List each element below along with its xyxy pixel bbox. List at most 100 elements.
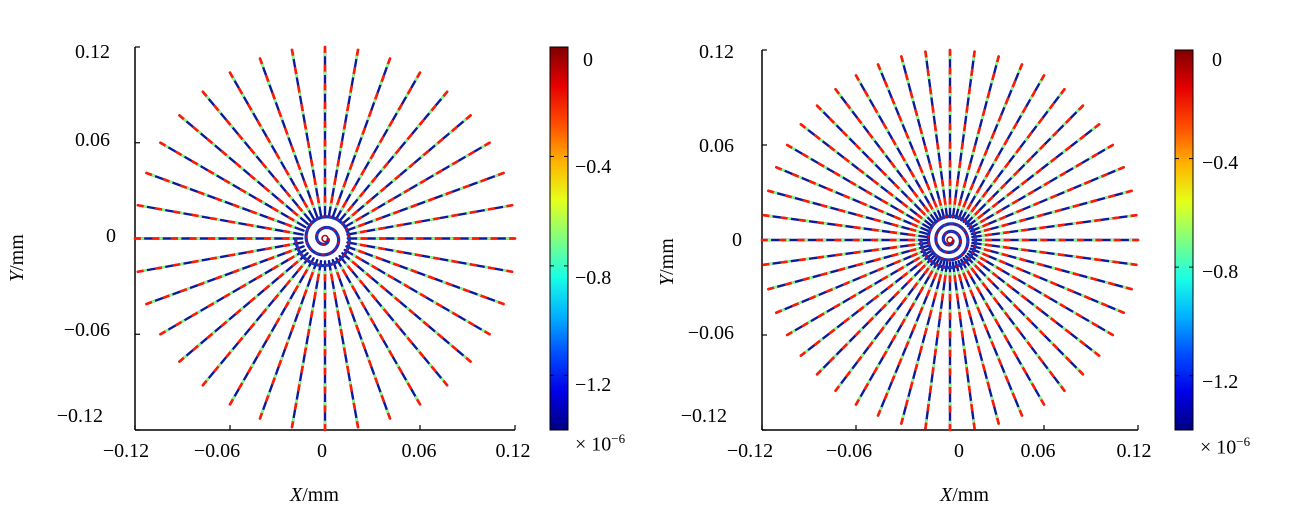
spoke-band <box>225 154 230 159</box>
spoke-band <box>860 353 865 358</box>
spoke-band <box>339 140 344 150</box>
spoke-band <box>389 261 394 265</box>
spoke-band <box>1122 191 1127 195</box>
spoke-band <box>391 262 401 267</box>
spoke-band <box>238 267 243 272</box>
spoke-band <box>891 138 897 147</box>
spoke-band <box>436 138 444 145</box>
spoke-band <box>1035 353 1040 358</box>
spoke-band <box>335 198 341 207</box>
spoke-band <box>838 382 843 387</box>
spoke-band <box>448 163 453 168</box>
spoke-band <box>271 92 277 101</box>
spoke-band <box>910 252 919 258</box>
spoke-band <box>891 252 900 257</box>
spoke-band <box>462 354 467 359</box>
spoke-band <box>849 196 854 201</box>
spoke-band <box>374 227 379 231</box>
spoke-band <box>1129 262 1138 267</box>
spoke-band <box>397 103 403 112</box>
spoke-band <box>919 186 925 195</box>
spoke-band <box>967 87 972 96</box>
spoke-band <box>999 183 1007 190</box>
spoke-band <box>901 271 909 278</box>
spoke-band <box>340 206 344 212</box>
spoke-band <box>1021 106 1027 115</box>
spoke-band <box>380 394 385 403</box>
spoke-band <box>232 268 241 274</box>
spoke-band <box>863 382 870 390</box>
spoke-band <box>275 152 281 161</box>
spoke-band <box>892 281 897 286</box>
spoke-band <box>907 337 911 342</box>
spoke-band <box>496 300 505 306</box>
spoke-line <box>335 257 422 406</box>
spoke-band <box>971 261 976 266</box>
x-tick-label: −0.12 <box>726 440 774 462</box>
spoke-band <box>815 104 823 112</box>
spoke-band <box>238 205 243 210</box>
spoke-band <box>333 177 337 187</box>
center-spiral-band <box>920 215 976 269</box>
spoke-band <box>973 209 981 217</box>
spoke-band <box>833 122 838 127</box>
spoke-line <box>854 74 940 222</box>
spoke-band <box>444 190 453 196</box>
spoke-line <box>785 143 932 230</box>
spoke-band <box>350 260 358 267</box>
spoke-band <box>430 365 437 373</box>
spoke-band <box>883 265 888 269</box>
spoke-band <box>791 280 796 285</box>
spoke-band <box>379 284 387 291</box>
spoke-band <box>863 172 868 177</box>
spoke-band <box>306 265 310 271</box>
spoke-band <box>866 272 871 277</box>
spoke-band <box>972 326 977 336</box>
spoke-band <box>360 168 366 177</box>
spoke-band <box>432 172 437 177</box>
spoke-band <box>349 85 353 94</box>
spoke-band <box>297 258 302 263</box>
spoke-band <box>355 55 359 60</box>
spoke-band <box>927 211 932 216</box>
spoke-band <box>178 356 186 363</box>
spoke-band <box>181 154 186 158</box>
spoke-band <box>876 63 882 72</box>
spoke-band <box>271 246 276 250</box>
spoke-band <box>1111 260 1120 264</box>
spoke-band <box>428 362 433 368</box>
spoke-band <box>367 110 373 119</box>
spoke-band <box>1013 152 1018 157</box>
spoke-band <box>992 315 997 320</box>
spoke-band <box>211 330 216 335</box>
spoke-band <box>249 262 259 267</box>
spoke-band <box>1003 103 1007 108</box>
spoke-band <box>1048 370 1055 378</box>
spoke-band <box>970 205 977 214</box>
spoke-band <box>814 134 822 141</box>
spoke-band <box>430 104 437 112</box>
spoke-band <box>209 256 219 261</box>
spoke-band <box>217 109 222 115</box>
right-chart-panel: 0.12 0.06 0 −0.06 −0.12 −0.12 −0.06 0 0.… <box>640 0 1295 531</box>
spoke-band <box>342 180 347 189</box>
spoke-band <box>980 229 985 233</box>
spoke-band <box>370 264 379 271</box>
spoke-band <box>934 187 939 192</box>
spoke-band <box>886 86 890 91</box>
spoke-band <box>911 200 916 205</box>
spoke-band <box>267 216 276 222</box>
spoke-band <box>839 301 844 306</box>
spoke-band <box>414 77 419 82</box>
spoke-band <box>915 115 920 120</box>
spoke-band <box>259 125 264 130</box>
spoke-band <box>1032 201 1041 207</box>
spoke-band <box>356 276 361 282</box>
spoke-band <box>991 202 999 209</box>
spoke-line <box>290 48 323 218</box>
spoke-band <box>1051 130 1059 138</box>
spoke-band <box>976 344 981 354</box>
spoke-band <box>256 120 263 128</box>
spoke-band <box>339 325 343 330</box>
spoke-band <box>292 151 297 156</box>
